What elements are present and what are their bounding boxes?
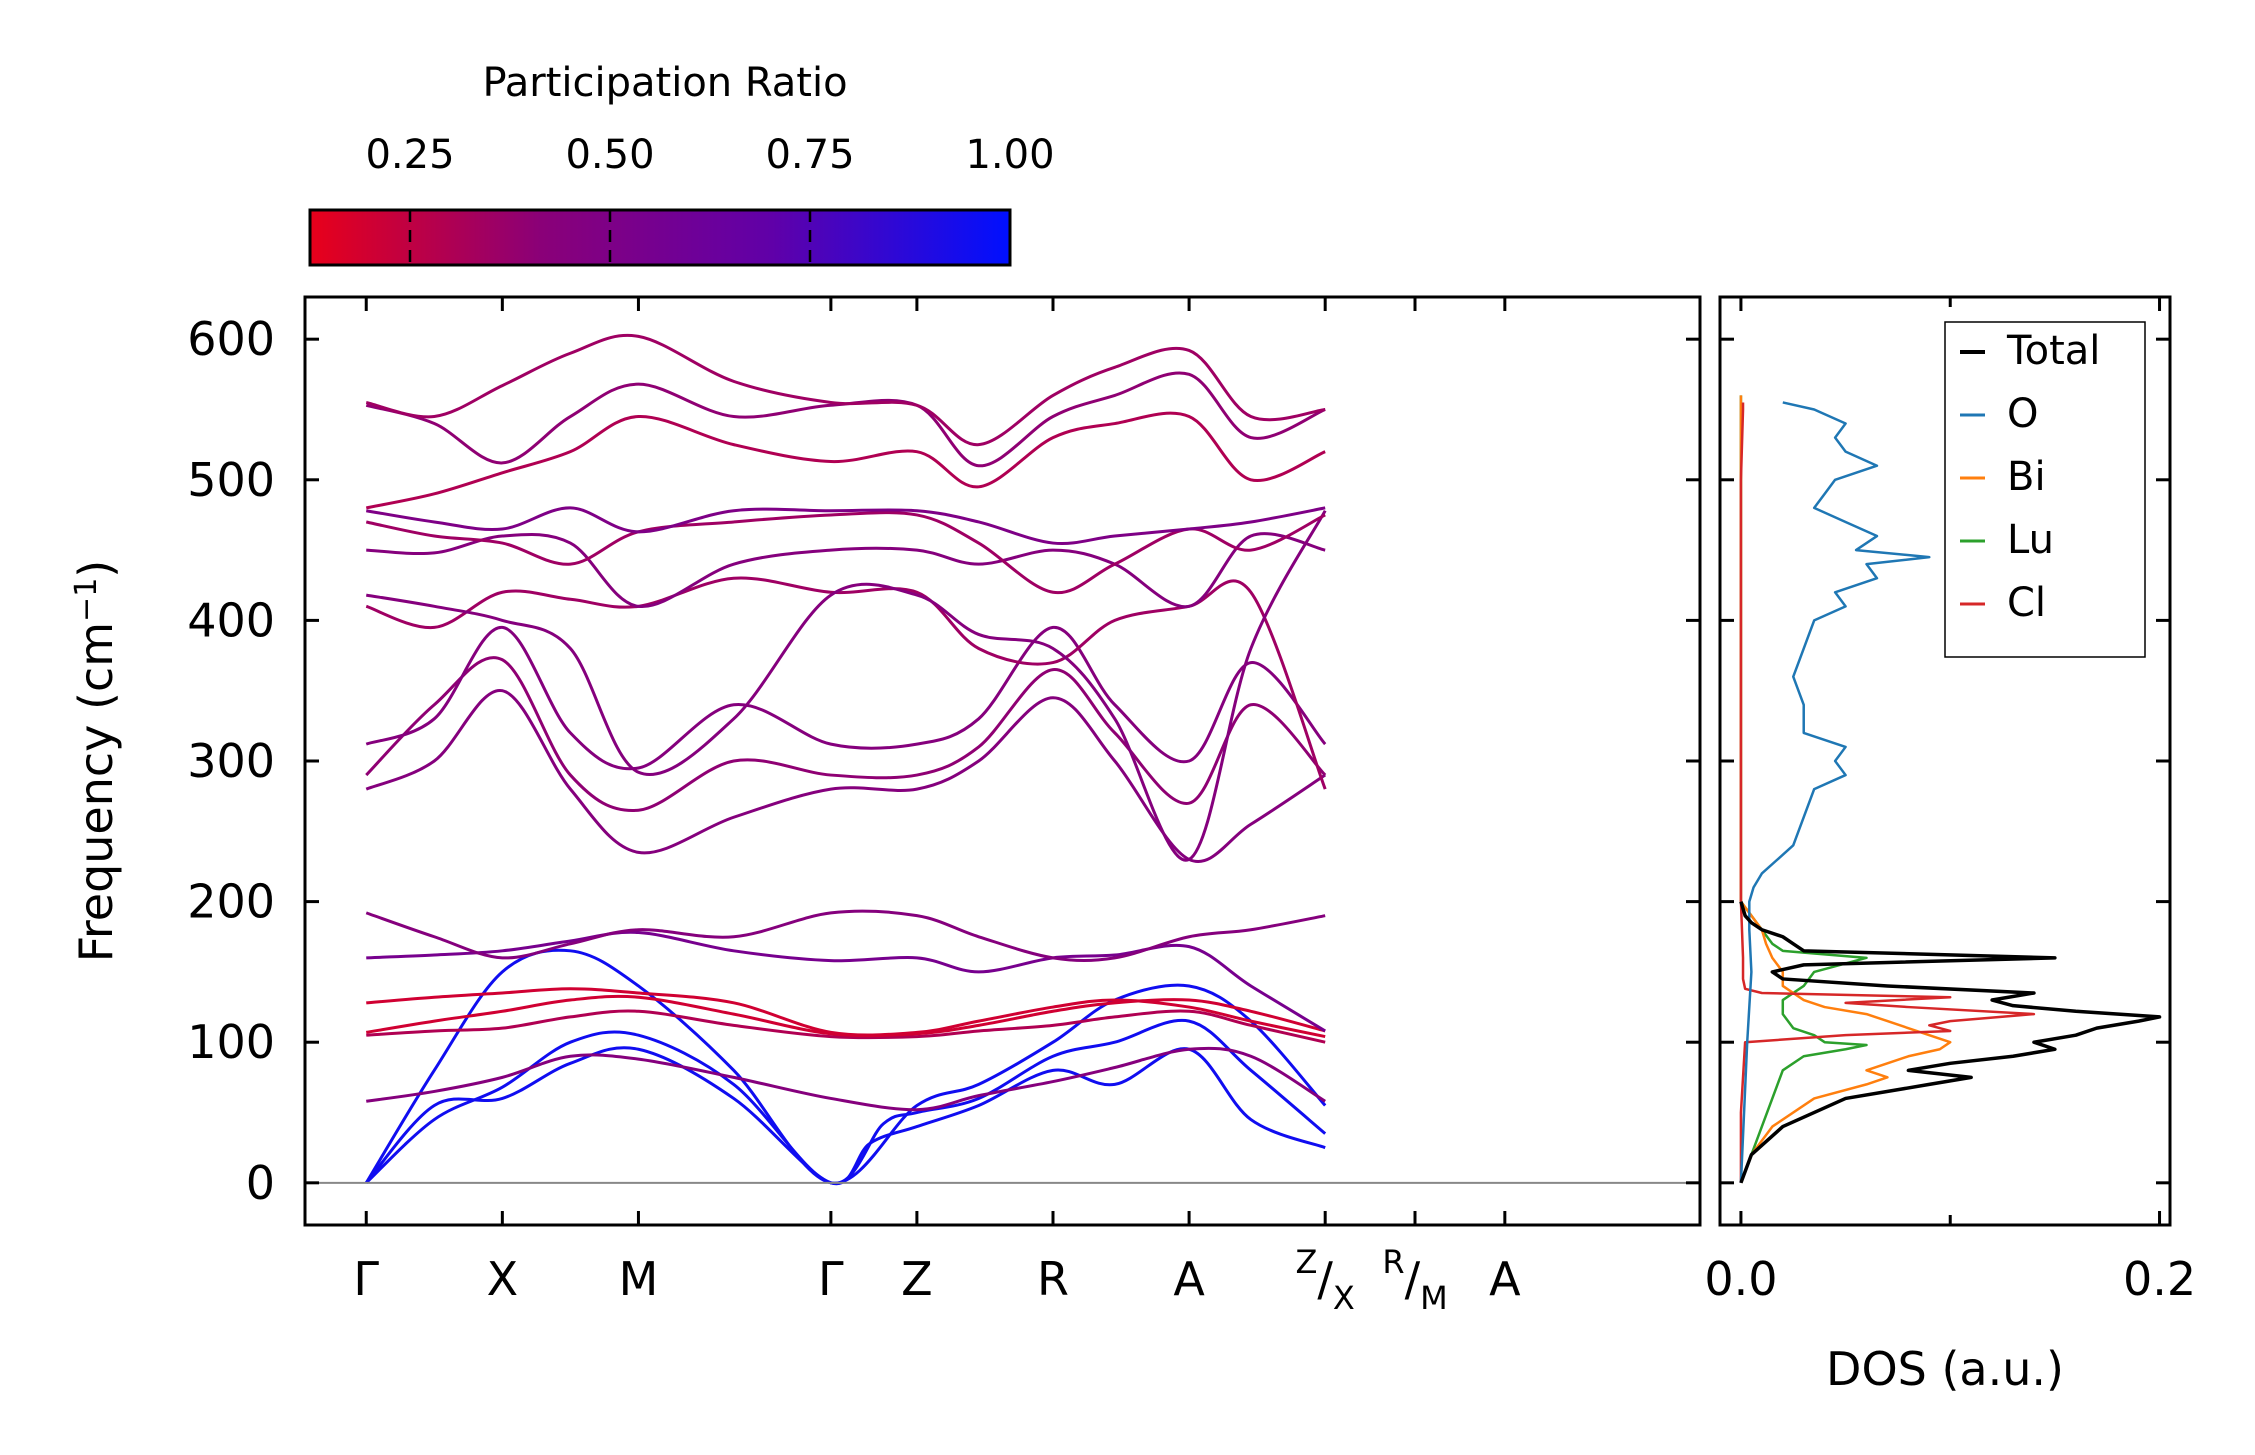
band-hi-opt-1 [366, 532, 1326, 609]
band-mid-opt-5 [365, 510, 1327, 862]
band-lines [364, 333, 1327, 1186]
colorbar-tick-label: 0.75 [765, 132, 854, 178]
frequency-axis-title-text: Frequency (cm [69, 622, 123, 962]
band-ytick-label: 500 [187, 453, 275, 507]
colorbar-tick-label: 1.00 [965, 132, 1054, 178]
legend-label-cl: Cl [2007, 580, 2046, 626]
band-ytick-label: 300 [187, 734, 275, 788]
colorbar: Participation Ratio 0.25 0.50 0.75 1.00 [308, 60, 1055, 267]
legend-label-total: Total [2006, 328, 2100, 374]
band-xtick-label: A [1489, 1252, 1521, 1306]
legend-label-bi: Bi [2007, 454, 2046, 500]
colorbar-gradient [308, 208, 1012, 267]
dos-ticks: 0.0 0.2 [1704, 297, 2196, 1306]
dos-line-lu [1739, 395, 1868, 1184]
dos-lines [1739, 395, 2162, 1184]
dos-xtick-label: 0.0 [1704, 1252, 1777, 1306]
band-hi-opt-5 [365, 371, 1326, 468]
kpoint-sub: M [1420, 1279, 1448, 1317]
dos-line-cl [1739, 402, 2036, 1183]
band-low-opt-1 [366, 1046, 1326, 1112]
dos-line-total [1739, 901, 2162, 1184]
band-hi-opt-6 [365, 333, 1326, 447]
band-acoustic-1 [365, 1046, 1326, 1186]
band-low-opt-3 [365, 994, 1326, 1038]
dos-panel: 0.0 0.2 DOS (a.u.) Total O Bi Lu Cl [1704, 295, 2196, 1396]
colorbar-ticks [408, 210, 812, 265]
band-ytick-label: 100 [187, 1015, 275, 1069]
dos-xtick-label: 0.2 [2123, 1252, 2196, 1306]
legend-label-o: O [2007, 391, 2038, 437]
colorbar-tick-labels: 0.25 0.50 0.75 1.00 [365, 132, 1054, 178]
kpoint-slash: / [1317, 1252, 1333, 1306]
band-xtick-label: Γ [818, 1252, 844, 1306]
band-low-opt-2 [366, 1009, 1326, 1044]
colorbar-tick-label: 0.25 [365, 132, 454, 178]
band-ytick-label: 600 [187, 312, 275, 366]
dos-axis-title: DOS (a.u.) [1826, 1342, 2064, 1396]
legend-label-lu: Lu [2007, 517, 2054, 563]
dos-line-o [1739, 401, 1931, 1183]
band-low-opt-6 [365, 909, 1326, 962]
kpoint-sup: R [1382, 1243, 1404, 1281]
band-hi-opt-2 [365, 511, 1326, 595]
frequency-axis-title: Frequency (cm−1) [69, 560, 123, 963]
band-xtick-label: R/M [1382, 1243, 1447, 1317]
frequency-axis-title-close: ) [69, 560, 123, 578]
band-xtick-label: R [1037, 1252, 1069, 1306]
band-hi-opt-3 [365, 506, 1326, 546]
band-ytick-label: 400 [187, 593, 275, 647]
kpoint-sub: X [1333, 1279, 1355, 1317]
band-y-ticks: 0 100 200 300 400 500 600 [187, 312, 1700, 1210]
band-xtick-label: Γ [353, 1252, 379, 1306]
band-hi-opt-4 [365, 411, 1326, 510]
band-xtick-label: Z/X [1296, 1243, 1355, 1317]
band-mid-opt-2 [365, 656, 1327, 812]
band-low-opt-4 [366, 987, 1326, 1039]
legend-frame [1944, 321, 2146, 658]
band-low-opt-5 [366, 930, 1326, 1033]
band-xtick-label: A [1173, 1252, 1205, 1306]
band-xtick-label: Z [901, 1252, 933, 1306]
kpoint-slash: / [1405, 1252, 1421, 1306]
band-ytick-label: 200 [187, 875, 275, 929]
band-mid-opt-4 [365, 576, 1327, 790]
band-xtick-label: M [619, 1252, 659, 1306]
band-ytick-label: 0 [246, 1156, 275, 1210]
band-mid-opt-1 [365, 689, 1327, 863]
colorbar-title: Participation Ratio [482, 60, 847, 106]
band-acoustic-3 [364, 948, 1327, 1185]
frequency-axis-title-sup: −1 [69, 578, 104, 622]
colorbar-tick-label: 0.50 [565, 132, 654, 178]
dos-legend: Total O Bi Lu Cl [1944, 321, 2146, 658]
band-x-ticks: Γ X M Γ Z R A Z/XR/M A [353, 297, 1521, 1317]
kpoint-sup: Z [1296, 1243, 1318, 1281]
band-xtick-label: X [487, 1252, 519, 1306]
band-mid-opt-3 [365, 625, 1327, 771]
dos-line-bi [1739, 395, 1952, 1184]
